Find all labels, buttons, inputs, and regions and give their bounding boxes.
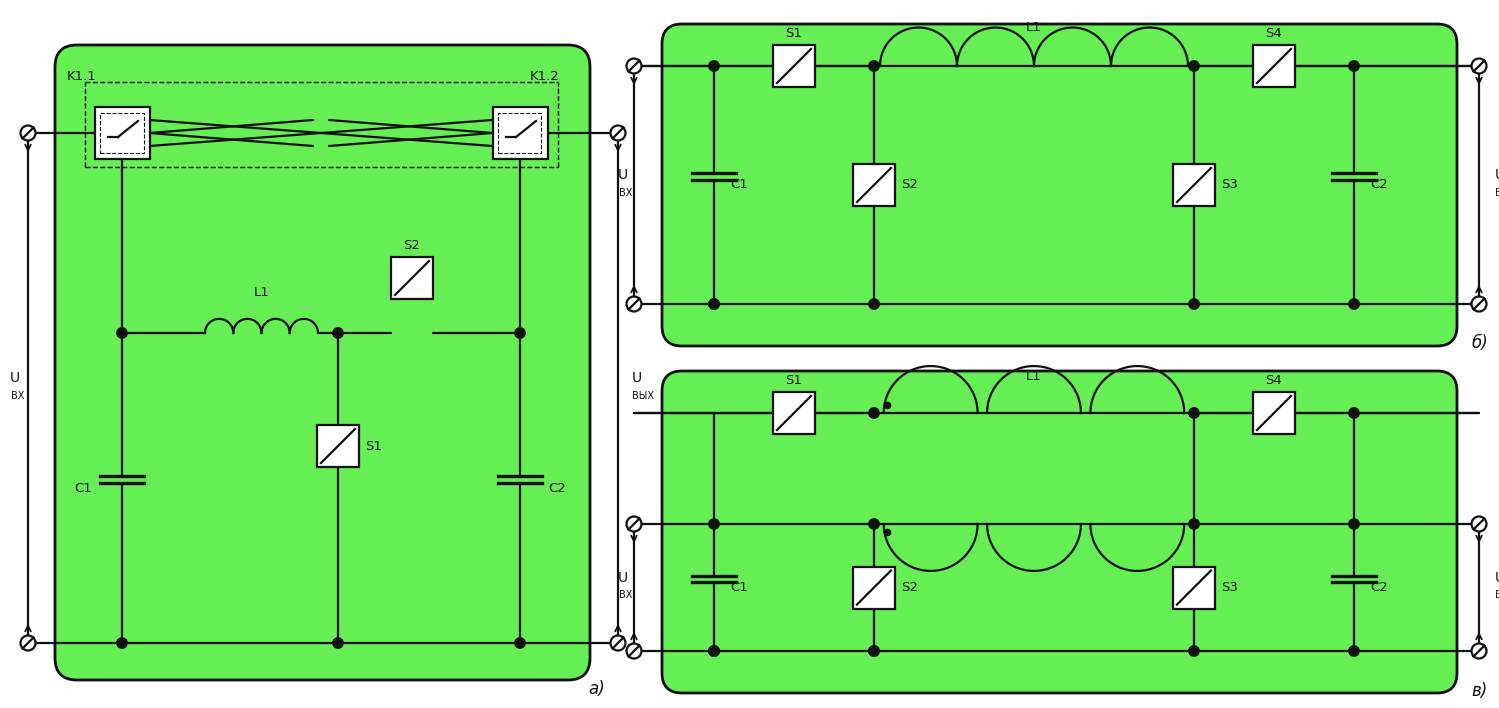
Circle shape (709, 299, 720, 309)
Text: C2: C2 (549, 481, 565, 494)
Circle shape (709, 519, 720, 529)
Text: б): б) (1471, 334, 1489, 352)
Bar (773, 45, 815, 87)
Circle shape (869, 646, 880, 656)
FancyBboxPatch shape (55, 45, 591, 680)
Text: K1.2: K1.2 (531, 70, 559, 83)
Text: S4: S4 (1265, 374, 1282, 387)
Circle shape (627, 517, 642, 532)
Bar (100, 113, 144, 153)
Circle shape (709, 61, 720, 72)
Circle shape (1189, 519, 1199, 529)
Text: U: U (1495, 168, 1499, 182)
Text: S1: S1 (785, 27, 802, 40)
Circle shape (1349, 408, 1360, 418)
Bar (499, 113, 541, 153)
FancyBboxPatch shape (663, 24, 1457, 346)
Text: L1: L1 (1027, 370, 1042, 383)
Circle shape (1472, 644, 1487, 658)
Text: ВХ: ВХ (10, 391, 24, 401)
Circle shape (627, 644, 642, 658)
Text: C2: C2 (1370, 581, 1388, 594)
Text: S4: S4 (1265, 27, 1282, 40)
Text: C2: C2 (1370, 178, 1388, 191)
Circle shape (869, 408, 880, 418)
Text: L1: L1 (253, 286, 270, 299)
Circle shape (514, 638, 525, 649)
Bar (1253, 392, 1295, 434)
Text: U: U (1495, 571, 1499, 585)
Circle shape (1189, 408, 1199, 418)
Circle shape (627, 59, 642, 74)
Text: S2: S2 (403, 239, 420, 252)
Text: ВЫХ: ВЫХ (633, 391, 654, 401)
Circle shape (869, 646, 880, 656)
Circle shape (514, 328, 525, 338)
Text: а): а) (588, 680, 606, 698)
Circle shape (709, 646, 720, 656)
Text: S2: S2 (901, 581, 917, 594)
Circle shape (627, 297, 642, 312)
FancyBboxPatch shape (663, 371, 1457, 693)
Text: S3: S3 (1222, 581, 1238, 594)
Circle shape (117, 328, 127, 338)
Circle shape (333, 328, 343, 338)
Circle shape (610, 125, 625, 140)
Text: L1: L1 (1027, 21, 1042, 34)
Circle shape (1189, 61, 1199, 72)
Text: U: U (10, 371, 19, 385)
Text: в): в) (1472, 682, 1489, 700)
Bar (853, 164, 895, 206)
Bar (493, 107, 547, 159)
Circle shape (1189, 646, 1199, 656)
Bar (773, 392, 815, 434)
Circle shape (1349, 61, 1360, 72)
Circle shape (333, 638, 343, 649)
Text: K1.1: K1.1 (67, 70, 97, 83)
Text: S1: S1 (785, 374, 802, 387)
Circle shape (1189, 299, 1199, 309)
Text: C1: C1 (730, 581, 748, 594)
Circle shape (1472, 517, 1487, 532)
Bar (1174, 164, 1216, 206)
Bar (94, 107, 150, 159)
Circle shape (1349, 299, 1360, 309)
Circle shape (709, 299, 720, 309)
Circle shape (610, 636, 625, 651)
Circle shape (21, 636, 36, 651)
Text: ВЫХ: ВЫХ (1495, 188, 1499, 198)
Text: ВХ: ВХ (619, 590, 633, 600)
Text: C1: C1 (75, 481, 91, 494)
Text: S1: S1 (364, 440, 382, 452)
Bar (391, 257, 433, 299)
Text: U: U (633, 371, 642, 385)
Circle shape (869, 299, 880, 309)
Circle shape (709, 646, 720, 656)
Text: C1: C1 (730, 178, 748, 191)
Circle shape (1472, 297, 1487, 312)
Circle shape (1349, 519, 1360, 529)
Text: S3: S3 (1222, 178, 1238, 191)
Circle shape (709, 646, 720, 656)
Circle shape (869, 61, 880, 72)
Circle shape (117, 638, 127, 649)
Circle shape (1472, 59, 1487, 74)
Circle shape (21, 125, 36, 140)
Bar (1253, 45, 1295, 87)
Text: ВХ: ВХ (619, 188, 633, 198)
Text: U: U (618, 571, 628, 585)
Circle shape (1349, 646, 1360, 656)
Text: S2: S2 (901, 178, 917, 191)
Bar (1174, 566, 1216, 608)
Bar (316, 425, 358, 467)
Bar (853, 566, 895, 608)
Circle shape (869, 519, 880, 529)
Text: U: U (618, 168, 628, 182)
Text: ВЫХ: ВЫХ (1495, 590, 1499, 600)
